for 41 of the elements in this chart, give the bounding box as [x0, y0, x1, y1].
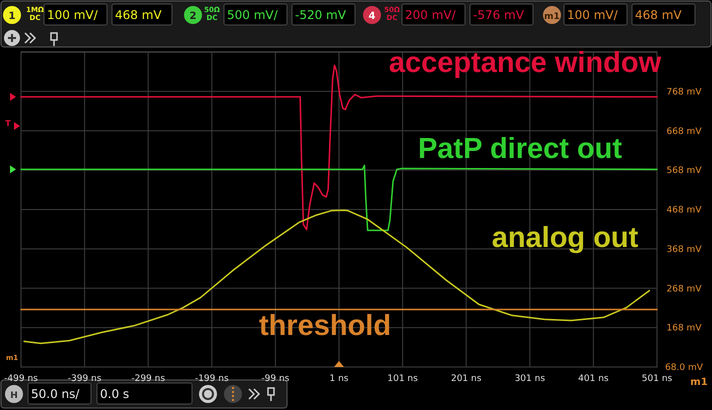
x-tick-label: 201 ns [450, 374, 482, 384]
y-tick-label: 368 mV [666, 244, 702, 255]
x-tick-label: -299 ns [131, 374, 166, 384]
text: m1 [690, 377, 708, 388]
x-tick-label: 1 ns [330, 374, 349, 384]
text: 468 mV [635, 8, 682, 22]
x-tick-label: -399 ns [68, 374, 102, 384]
y-tick-label: 268 mV [666, 284, 702, 294]
text: -576 mV [473, 8, 525, 22]
text: 468 mV [115, 8, 162, 22]
series-label: threshold [258, 310, 392, 342]
x-tick-label: 301 ns [514, 374, 546, 384]
x-tick-label: 501 ns [642, 374, 673, 384]
y-tick-label: 468 mV [666, 206, 702, 216]
x-tick-label: -99 ns [261, 374, 290, 384]
series-label: analog out [492, 222, 639, 254]
text: 1 [8, 11, 16, 22]
x-tick-label: 101 ns [387, 374, 418, 384]
y-tick-label: 568 mV [666, 166, 702, 176]
text: 100 mV/ [47, 8, 99, 22]
text: 50.0 ns/ [31, 387, 80, 401]
text: -520 mV [295, 8, 347, 22]
y-tick-label: 668 mV [666, 126, 702, 137]
text: T [5, 119, 12, 128]
y-tick-label: 68.0 mV [665, 363, 704, 373]
text: 100 mV/ [567, 8, 619, 22]
series-label: acceptance window [388, 47, 662, 79]
y-tick-label: 168 mV [666, 324, 702, 334]
text: 2 [190, 11, 197, 22]
text: H [10, 391, 18, 401]
text: 4 [368, 11, 376, 22]
x-tick-label: 401 ns [578, 374, 609, 384]
series-label: PatP direct out [418, 133, 622, 165]
x-tick-label: -199 ns [194, 374, 229, 384]
x-tick-label: -499 ns [4, 374, 38, 384]
text: 500 mV/ [227, 8, 279, 22]
text: 0.0 s [100, 387, 130, 401]
y-tick-label: 768 mV [666, 87, 702, 98]
line-series [23, 210, 650, 344]
text: 200 mV/ [405, 8, 457, 22]
text: m1 [544, 12, 560, 22]
